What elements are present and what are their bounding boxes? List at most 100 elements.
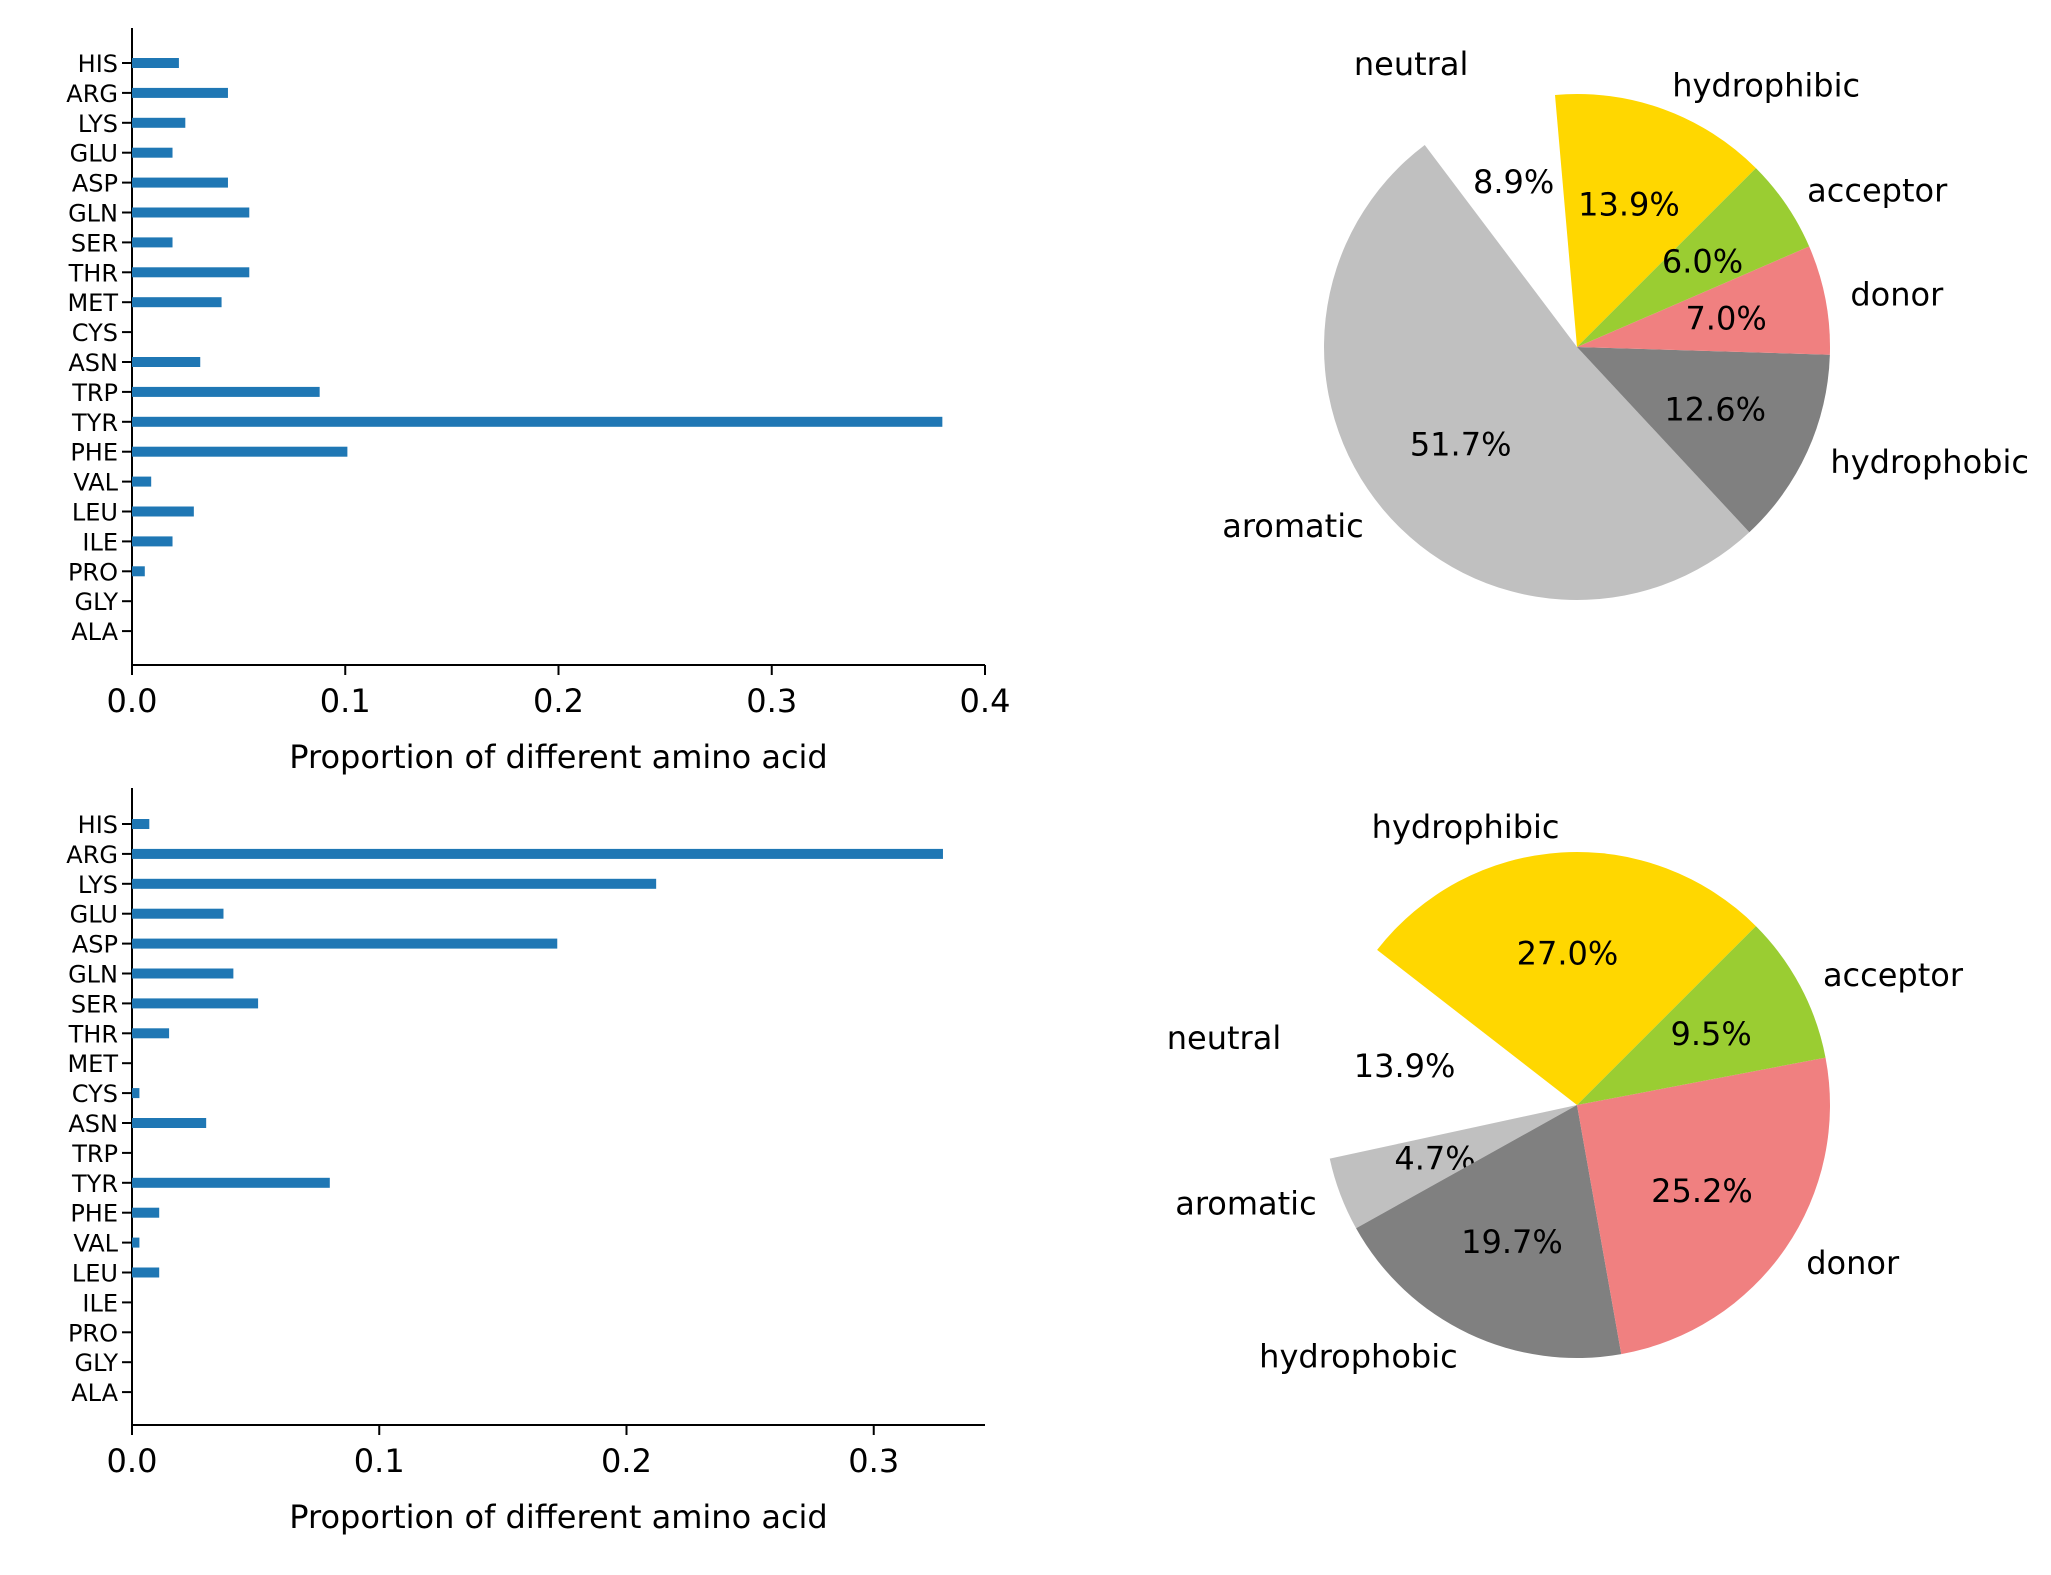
y-tick-label: ALA — [71, 1379, 118, 1407]
bar-phe — [132, 1207, 160, 1218]
bar-asn — [132, 1118, 207, 1128]
y-tick-label: TYR — [71, 1170, 118, 1198]
pie-category-label: acceptor — [1823, 956, 1964, 994]
bar-gln — [132, 968, 234, 979]
y-tick-label: GLY — [75, 1349, 119, 1377]
pie-pct-label: 12.6% — [1664, 391, 1766, 429]
y-tick-label: THR — [68, 1020, 118, 1048]
y-tick-label: MET — [67, 289, 118, 317]
pie-slice-acceptor — [1577, 168, 1810, 347]
x-tick-label: 0.3 — [848, 1442, 899, 1480]
bar-leu — [132, 1267, 160, 1278]
pie-slice-donor — [1577, 246, 1830, 355]
y-tick-label: CYS — [72, 1080, 118, 1108]
pie-category-label: hydrophibic — [1672, 66, 1860, 104]
pie-category-label: donor — [1806, 1244, 1900, 1282]
pie-pct-label: 25.2% — [1651, 1172, 1753, 1210]
x-tick-label: 0.0 — [107, 1442, 158, 1480]
bar-val — [132, 1237, 140, 1248]
pie-chart-top: 13.9% hydrophibic 8.9% neutral 51.7% aromatic… — [1222, 45, 2029, 600]
y-tick-label: GLN — [68, 961, 118, 989]
x-tick-label: 0.1 — [354, 1442, 405, 1480]
y-tick-label: GLY — [75, 588, 119, 616]
bar-gln — [132, 207, 250, 218]
pie-slice-hydrophibic — [1554, 93, 1756, 347]
pie-pct-label: 7.0% — [1685, 299, 1766, 337]
bar-lys — [132, 878, 657, 889]
x-axis-label: Proportion of different amino acid — [289, 1498, 827, 1536]
pie-pct-label: 19.7% — [1461, 1223, 1563, 1261]
x-tick-label: 0.4 — [960, 682, 1011, 720]
pie-category-label: donor — [1850, 276, 1944, 314]
pie-category-label: aromatic — [1222, 507, 1363, 545]
pie-pct-label: 9.5% — [1671, 1015, 1752, 1053]
y-tick-label: SER — [71, 229, 118, 257]
y-tick-label: CYS — [72, 319, 118, 347]
bar-glu — [132, 908, 224, 919]
bar-asp — [132, 177, 228, 188]
pie-pct-label: 27.0% — [1517, 934, 1619, 972]
pie-slice-neutral — [1415, 71, 1569, 324]
bar-ser — [132, 998, 259, 1009]
pie-category-label: acceptor — [1807, 172, 1948, 210]
bar-asn — [132, 357, 201, 367]
bar-thr — [132, 267, 250, 278]
y-tick-label: GLU — [70, 140, 118, 168]
y-tick-label: ARG — [66, 841, 118, 869]
y-tick-label: LYS — [78, 110, 118, 138]
bar-met — [132, 297, 222, 308]
y-tick-label: ASN — [68, 1110, 118, 1138]
y-tick-label: TRP — [71, 379, 118, 407]
x-tick-label: 0.3 — [746, 682, 797, 720]
y-tick-label: VAL — [73, 1230, 118, 1258]
bar-trp — [132, 386, 320, 397]
y-tick-label: GLN — [68, 200, 118, 228]
bar-his — [132, 58, 179, 68]
y-tick-label: ILE — [82, 1289, 118, 1317]
pie-category-label: hydrophobic — [1259, 1337, 1458, 1375]
bar-ser — [132, 237, 173, 248]
y-tick-label: ASP — [72, 170, 118, 198]
pie-category-label: neutral — [1354, 45, 1468, 83]
x-tick-label: 0.0 — [107, 682, 158, 720]
y-tick-label: ASP — [72, 931, 118, 959]
y-tick-label: PHE — [70, 1200, 118, 1228]
pie-slice-aromatic — [1329, 1105, 1577, 1229]
x-tick-label: 0.2 — [533, 682, 584, 720]
pie-pct-label: 8.9% — [1473, 163, 1554, 201]
bar-arg — [132, 848, 943, 859]
y-tick-label: TYR — [71, 409, 118, 437]
pie-pct-label: 6.0% — [1662, 243, 1743, 281]
y-tick-label: ALA — [71, 618, 118, 646]
pie-pct-label: 13.9% — [1354, 1047, 1456, 1085]
y-tick-label: PRO — [68, 1319, 118, 1347]
bar-ile — [132, 536, 173, 547]
y-tick-label: THR — [68, 259, 118, 287]
bar-leu — [132, 506, 194, 517]
y-tick-label: PHE — [70, 439, 118, 467]
y-tick-label: LYS — [78, 871, 118, 899]
pie-category-label: hydrophibic — [1372, 808, 1560, 846]
x-tick-label: 0.1 — [320, 682, 371, 720]
bar-tyr — [132, 1177, 330, 1188]
bar-glu — [132, 147, 173, 158]
y-tick-label: PRO — [68, 558, 118, 586]
pie-slice-aromatic — [1324, 144, 1750, 600]
bar-lys — [132, 117, 186, 128]
y-tick-label: HIS — [78, 50, 118, 78]
pie-pct-label: 13.9% — [1578, 185, 1680, 223]
pie-slice-hydrophobic — [1356, 1105, 1622, 1358]
bar-cys — [132, 1088, 140, 1099]
pie-category-label: aromatic — [1175, 1184, 1316, 1222]
y-tick-label: SER — [71, 990, 118, 1018]
bar-val — [132, 476, 152, 487]
bar-tyr — [132, 416, 943, 427]
pie-category-label: hydrophobic — [1830, 443, 2029, 481]
y-tick-label: TRP — [71, 1140, 118, 1168]
bar-thr — [132, 1028, 170, 1039]
y-tick-label: ILE — [82, 528, 118, 556]
bar-asp — [132, 938, 558, 949]
pie-pct-label: 51.7% — [1410, 426, 1512, 464]
pie-chart-bottom: 27.0%hydrophibic13.9%neutral4.7%aromatic… — [1167, 808, 1964, 1375]
